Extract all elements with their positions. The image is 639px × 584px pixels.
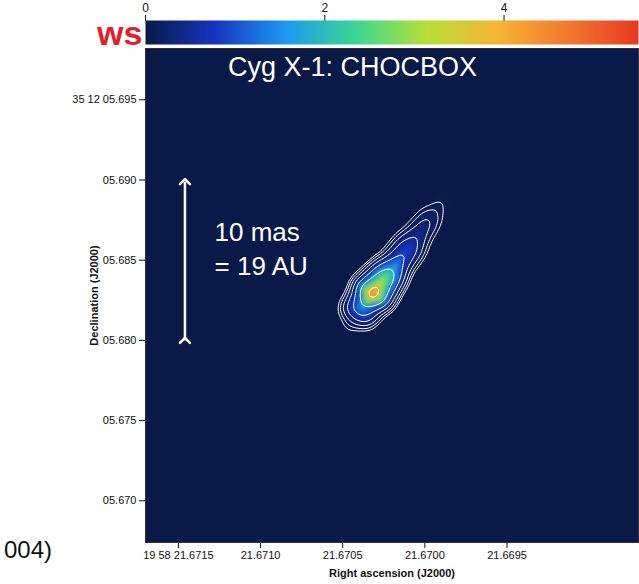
svg-text:21.6710: 21.6710 (241, 549, 281, 561)
svg-text:4: 4 (501, 1, 508, 15)
svg-text:10 mas= 19 AU: 10 mas= 19 AU (215, 217, 308, 281)
svg-text:05.675: 05.675 (103, 414, 137, 426)
svg-text:05.670: 05.670 (103, 494, 137, 506)
svg-text:35 12 05.695: 35 12 05.695 (72, 93, 136, 105)
svg-text:19 58 21.6715: 19 58 21.6715 (143, 549, 213, 561)
svg-text:Declination (J2000): Declination (J2000) (88, 245, 100, 346)
svg-text:05.680: 05.680 (103, 334, 137, 346)
svg-text:05.690: 05.690 (103, 174, 137, 186)
html-text:004): 004) (4, 536, 52, 563)
svg-text:Right ascension (J2000): Right ascension (J2000) (329, 567, 455, 579)
html-text:Cyg X-1: CHOCBOX: Cyg X-1: CHOCBOX (228, 52, 478, 82)
svg-text:0: 0 (142, 1, 149, 15)
svg-text:05.685: 05.685 (103, 254, 137, 266)
html-text:ws: ws (97, 14, 143, 52)
svg-text:21.6695: 21.6695 (487, 549, 527, 561)
svg-text:21.6700: 21.6700 (405, 549, 445, 561)
svg-text:21.6705: 21.6705 (323, 549, 363, 561)
svg-text:2: 2 (321, 1, 328, 15)
